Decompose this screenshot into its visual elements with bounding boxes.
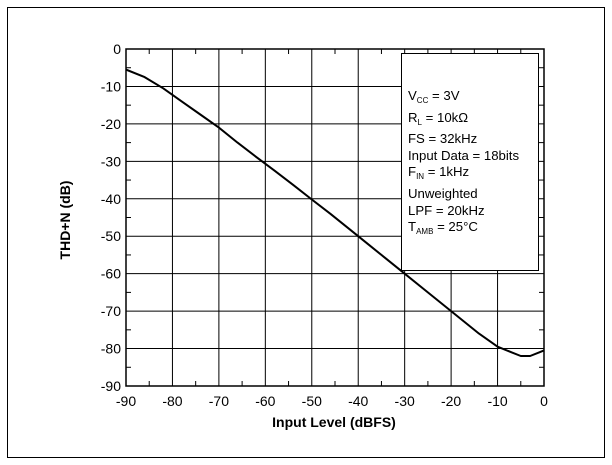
y-axis-label: THD+N (dB) (57, 180, 73, 260)
y-tick-label: -90 (101, 378, 121, 394)
x-tick-label: -60 (255, 393, 275, 409)
x-tick-label: -30 (395, 393, 415, 409)
plot-area-border (125, 48, 545, 387)
y-tick-label: -30 (101, 153, 121, 169)
x-tick-label: 0 (540, 393, 548, 409)
lpf-condition: LPF = 20kHz (408, 202, 485, 218)
tamb-condition: TAMB = 25°C (408, 219, 478, 237)
rl-condition: RL = 10kΩ (408, 109, 469, 127)
figure-frame (7, 7, 605, 458)
weighting-condition: Unweighted (408, 185, 478, 201)
x-tick-label: -50 (302, 393, 322, 409)
x-axis-label: Input Level (dBFS) (272, 414, 396, 430)
x-tick-label: -40 (348, 393, 368, 409)
vcc-condition: VCC = 3V (408, 88, 460, 105)
x-tick-label: -10 (487, 393, 507, 409)
x-tick-label: -90 (116, 393, 136, 409)
y-tick-label: -60 (101, 266, 121, 282)
y-tick-label: -10 (101, 78, 121, 94)
y-tick-label: -80 (101, 341, 121, 357)
y-tick-label: 0 (113, 41, 121, 57)
y-tick-label: -20 (101, 116, 121, 132)
input-data-condition: Input Data = 18bits (408, 147, 520, 163)
fs-condition: FS = 32kHz (408, 131, 478, 147)
y-tick-label: -50 (101, 228, 121, 244)
conditions-box: VCC = 3V RL = 10kΩ FS = 32kHz Input Data… (401, 53, 539, 271)
y-tick-label: -70 (101, 303, 121, 319)
x-tick-label: -70 (209, 393, 229, 409)
thd-n-series-line (125, 68, 545, 357)
fin-condition: FIN = 1kHz (408, 164, 470, 182)
x-tick-label: -20 (441, 393, 461, 409)
x-tick-label: -80 (162, 393, 182, 409)
y-tick-label: -40 (101, 191, 121, 207)
